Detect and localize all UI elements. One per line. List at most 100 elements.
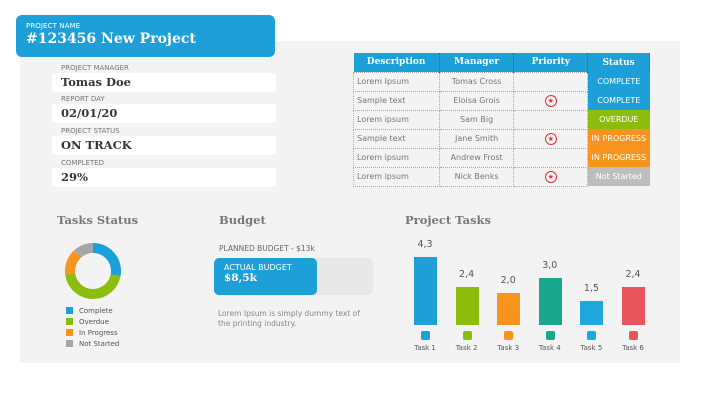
col-description: Description — [353, 53, 440, 72]
status-badge: IN PROGRESS — [587, 148, 650, 167]
budget-track: ACTUAL BUDGET $8,5k — [214, 258, 373, 295]
status-badge: OVERDUE — [587, 110, 650, 129]
priority-star-icon: ★ — [544, 94, 557, 107]
bar-category-label: Task 5 — [580, 344, 603, 352]
legend-label: Complete — [79, 306, 113, 315]
bar-value-label: 2,4 — [459, 269, 475, 281]
cell-priority — [513, 147, 589, 168]
tasks-status-donut — [65, 243, 121, 299]
legend-label: In Progress — [79, 328, 118, 337]
donut-slice-overdue — [65, 243, 121, 299]
project-title: #123456 New Project — [26, 31, 196, 47]
bar-4 — [538, 277, 562, 325]
table-row[interactable]: Lorem ipsum Nick Benks ★ Not Started — [353, 166, 650, 187]
tasks-status-title: Tasks Status — [57, 213, 139, 227]
cell-manager: Jane Smith — [438, 128, 515, 149]
legend-item: Not Started — [66, 338, 119, 349]
info-value: Tomas Doe — [52, 73, 276, 92]
bar-legend-dot — [421, 331, 430, 340]
cell-priority: ★ — [513, 90, 589, 111]
status-badge: Not Started — [587, 167, 650, 186]
cell-manager: Sam Big — [438, 109, 515, 130]
col-priority: Priority — [513, 53, 589, 72]
cell-priority: ★ — [513, 128, 589, 149]
actual-budget-bar: ACTUAL BUDGET $8,5k — [214, 258, 318, 295]
legend-swatch — [66, 307, 73, 314]
bar-2 — [455, 287, 479, 325]
bar-value-label: 2,0 — [500, 275, 516, 287]
cell-priority — [513, 109, 589, 130]
info-label: REPORT DAY — [61, 95, 105, 103]
cell-priority: ★ — [513, 166, 589, 187]
bar-legend-dot — [587, 331, 597, 340]
project-tasks-title: Project Tasks — [405, 213, 491, 227]
bar-category-label: Task 6 — [622, 344, 644, 352]
legend-item: Complete — [66, 305, 119, 316]
project-header: PROJECT NAME #123456 New Project — [16, 15, 275, 57]
col-status: Status — [587, 53, 650, 72]
table-row[interactable]: Lorem ipsum Andrew Frost IN PROGRESS — [353, 147, 650, 168]
actual-budget-value: $8,5k — [224, 272, 257, 284]
priority-star-icon: ★ — [544, 132, 557, 145]
bar-category-label: Task 3 — [497, 344, 520, 352]
legend-item: In Progress — [66, 327, 119, 338]
info-project-status: PROJECT STATUS ON TRACK — [52, 127, 276, 155]
legend-label: Not Started — [79, 339, 120, 348]
donut-legend: Complete Overdue In Progress Not Started — [66, 305, 119, 349]
bar-legend-dot — [462, 331, 472, 340]
info-label: COMPLETED — [61, 159, 105, 167]
bar-legend-dot — [629, 331, 638, 340]
bar-value-label: 3,0 — [542, 259, 558, 271]
legend-item: Overdue — [66, 316, 119, 327]
status-badge: IN PROGRESS — [587, 129, 650, 148]
info-label: PROJECT MANAGER — [61, 64, 129, 72]
status-badge: COMPLETE — [587, 72, 650, 91]
cell-description: Lorem ipsum — [353, 109, 440, 130]
bar-value-label: 1,5 — [583, 283, 599, 295]
info-label: PROJECT STATUS — [61, 127, 120, 135]
cell-description: Sample text — [353, 128, 440, 149]
cell-manager: Andrew Frost — [438, 147, 515, 168]
donut-slice-in-progress — [65, 243, 121, 299]
info-completed: COMPLETED 29% — [52, 159, 276, 187]
budget-title: Budget — [219, 213, 266, 227]
project-name-label: PROJECT NAME — [26, 22, 81, 30]
budget-description: Lorem Ipsum is simply dummy text of the … — [218, 309, 360, 328]
cell-description: Lorem Ipsum — [353, 71, 440, 92]
col-manager: Manager — [439, 53, 515, 72]
bar-value-label: 4,3 — [417, 239, 433, 251]
cell-manager: Nick Benks — [438, 166, 515, 187]
donut-slice-not-started — [65, 243, 121, 299]
table-row[interactable]: Lorem Ipsum Tomas Cross COMPLETE — [353, 71, 650, 92]
legend-swatch — [66, 329, 73, 336]
cell-description: Lorem ipsum — [353, 147, 440, 168]
bar-6 — [622, 287, 645, 325]
info-value: ON TRACK — [52, 136, 276, 155]
actual-budget-label: ACTUAL BUDGET — [224, 263, 292, 272]
bar-category-label: Task 1 — [414, 344, 436, 352]
priority-star-icon: ★ — [544, 170, 557, 183]
cell-manager: Tomas Cross — [438, 71, 515, 92]
cell-description: Sample text — [353, 90, 440, 111]
bar-3 — [497, 293, 521, 325]
cell-description: Lorem ipsum — [353, 166, 440, 187]
info-value: 29% — [52, 168, 276, 187]
info-project-manager: PROJECT MANAGER Tomas Doe — [52, 64, 276, 92]
legend-swatch — [66, 340, 73, 347]
legend-swatch — [66, 318, 73, 325]
bar-5 — [580, 301, 604, 325]
legend-label: Overdue — [79, 317, 109, 326]
table-row[interactable]: Sample text Eloisa Grois ★ COMPLETE — [353, 90, 650, 111]
bar-category-label: Task 2 — [455, 344, 478, 352]
cell-manager: Eloisa Grois — [438, 90, 515, 111]
table-row[interactable]: Sample text Jane Smith ★ IN PROGRESS — [353, 128, 650, 149]
planned-budget-label: PLANNED BUDGET - $13k — [219, 244, 315, 253]
bar-legend-dot — [545, 331, 555, 340]
bar-legend-dot — [504, 331, 514, 340]
cell-priority — [513, 71, 589, 92]
tasks-table: Description Manager Priority Status Lore… — [353, 53, 650, 187]
info-value: 02/01/20 — [52, 104, 276, 123]
table-row[interactable]: Lorem ipsum Sam Big OVERDUE — [353, 109, 650, 130]
status-badge: COMPLETE — [587, 91, 650, 110]
bar-category-label: Task 4 — [538, 344, 561, 352]
